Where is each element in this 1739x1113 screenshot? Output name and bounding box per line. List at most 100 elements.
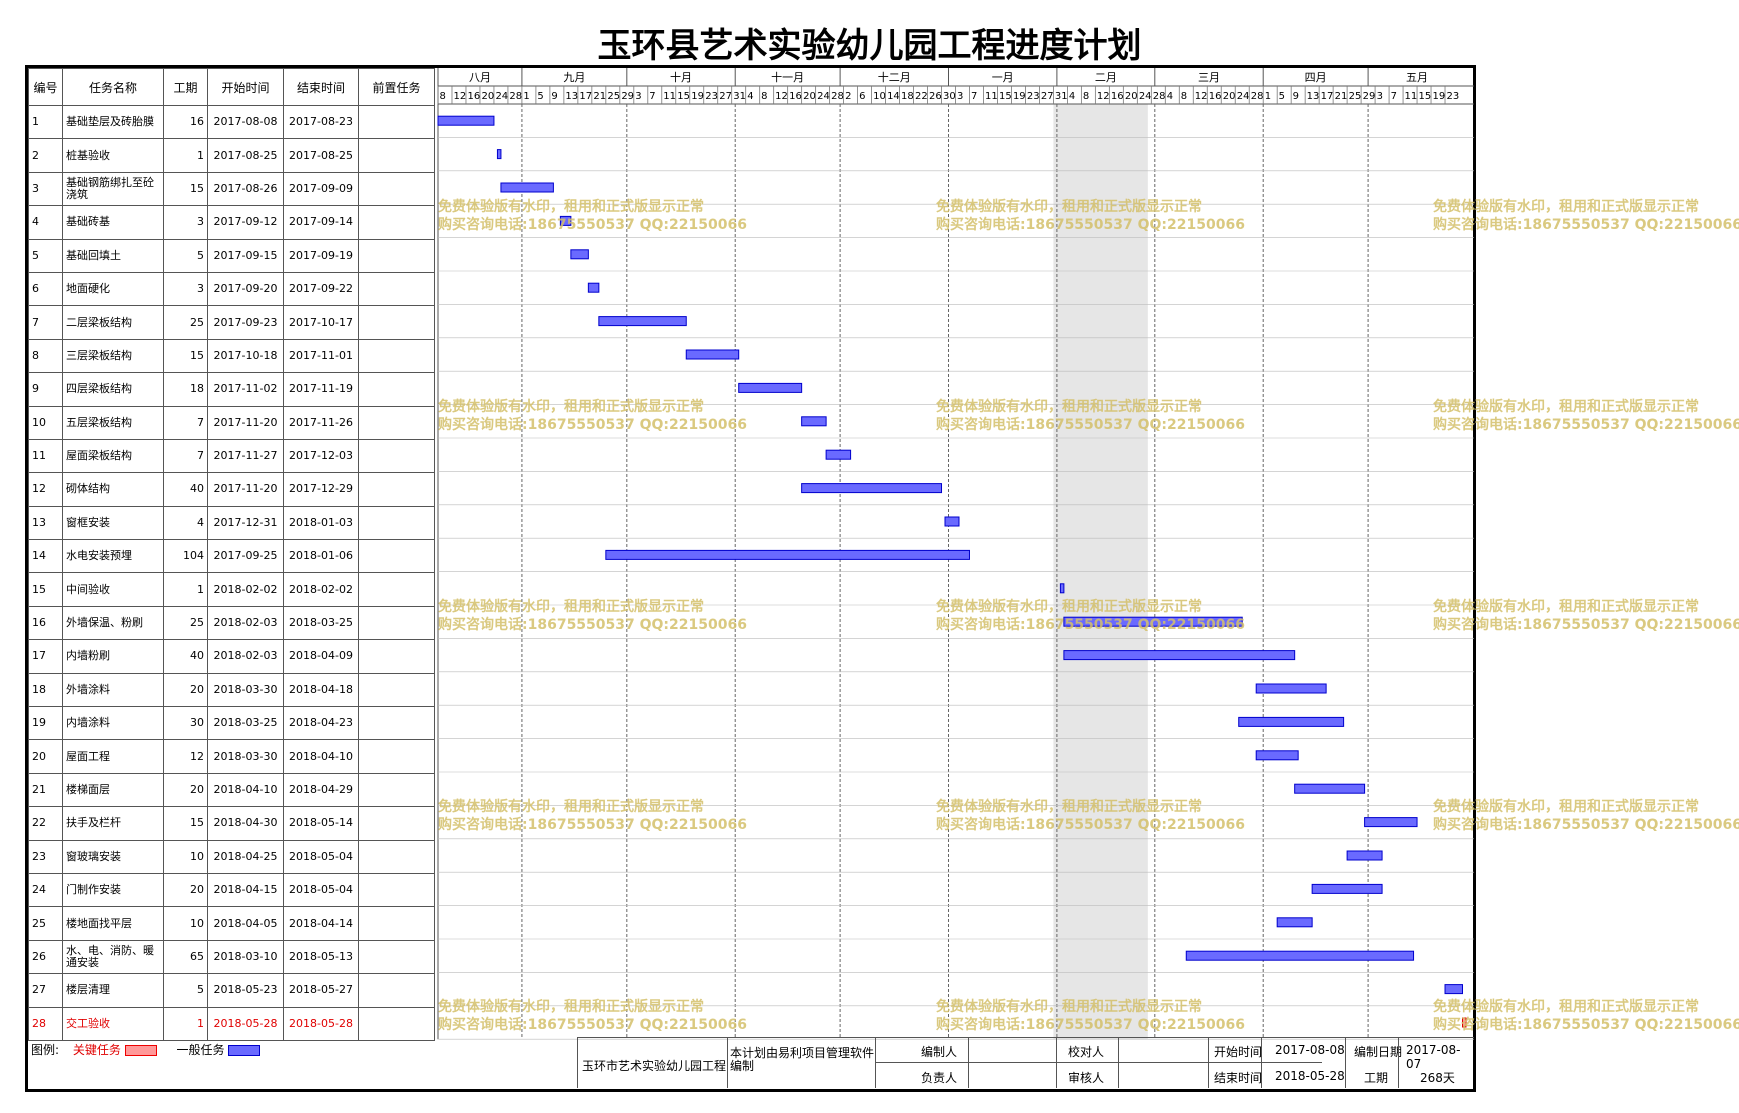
day-tick-label: 15 — [677, 91, 690, 102]
day-tick-label: 8 — [761, 91, 767, 102]
day-tick-label: 3 — [957, 91, 963, 102]
task-dur-cell: 15 — [163, 171, 208, 207]
legend-critical-swatch — [124, 1045, 157, 1056]
task-end-cell: 2017-09-09 — [283, 171, 359, 207]
table-row: 23 窗玻璃安装 10 2018-04-25 2018-05-04 — [28, 839, 435, 874]
day-tick-label: 30 — [943, 91, 956, 102]
gantt-bar — [825, 449, 852, 460]
task-id-cell: 11 — [28, 438, 63, 474]
task-id-cell: 3 — [28, 171, 63, 207]
gantt-bar — [496, 149, 502, 160]
day-tick-label: 16 — [1111, 91, 1124, 102]
footer-editor-label: 编制人 — [921, 1045, 958, 1059]
day-tick-label: 23 — [705, 91, 718, 102]
footer-note-cell: 本计划由易利项目管理软件编制 — [727, 1037, 875, 1088]
col-header-duration: 工期 — [163, 68, 208, 106]
task-dur-cell: 30 — [163, 706, 208, 741]
task-dur-cell: 10 — [163, 906, 208, 941]
footer-end-label: 结束时间 — [1214, 1071, 1263, 1085]
day-tick-label: 29 — [621, 91, 634, 102]
month-label: 九月 — [563, 71, 585, 84]
footer-dur-label: 工期 — [1364, 1071, 1389, 1085]
task-id-cell: 6 — [28, 271, 63, 307]
task-start-cell: 2018-05-28 — [207, 1006, 284, 1041]
day-tick-label: 11 — [1405, 91, 1418, 102]
day-tick-label: 24 — [1237, 91, 1250, 102]
day-tick-label: 20 — [803, 91, 816, 102]
gantt-bar — [1311, 883, 1383, 894]
day-tick-label: 16 — [1209, 91, 1222, 102]
task-dur-cell: 65 — [163, 939, 208, 975]
day-tick-label: 19 — [1433, 91, 1446, 102]
task-pred-cell — [358, 104, 435, 140]
gantt-bar — [801, 483, 943, 494]
task-id-cell: 15 — [28, 572, 63, 607]
day-tick-label: 21 — [593, 91, 606, 102]
day-tick-label: 1 — [1265, 91, 1271, 102]
month-label: 二月 — [1095, 71, 1117, 84]
day-tick-label: 27 — [1041, 91, 1054, 102]
day-tick-label: 3 — [1377, 91, 1383, 102]
task-dur-cell: 1 — [163, 138, 208, 173]
task-id-cell: 2 — [28, 138, 63, 173]
task-name-cell: 砌体结构 — [62, 472, 164, 507]
task-dur-cell: 1 — [163, 572, 208, 607]
task-start-cell: 2018-03-10 — [207, 939, 284, 975]
task-id-cell: 10 — [28, 405, 63, 440]
day-tick-label: 1 — [523, 91, 529, 102]
day-tick-label: 11 — [663, 91, 676, 102]
task-pred-cell — [358, 872, 435, 908]
day-tick-label: 4 — [1069, 91, 1075, 102]
day-tick-label: 25 — [1349, 91, 1362, 102]
legend-label: 图例: — [31, 1043, 60, 1057]
day-tick-label: 8 — [1083, 91, 1089, 102]
day-tick-label: 17 — [579, 91, 592, 102]
table-row: 4 基础砖基 3 2017-09-12 2017-09-14 — [28, 205, 435, 240]
day-tick-label: 7 — [971, 91, 977, 102]
month-label: 八月 — [469, 71, 491, 84]
day-tick-label: 16 — [789, 91, 802, 102]
day-tick-label: 24 — [1139, 91, 1152, 102]
task-name-cell: 桩基验收 — [62, 138, 164, 173]
gantt-bar — [1238, 716, 1345, 727]
task-end-cell: 2017-09-19 — [283, 238, 359, 273]
task-pred-cell — [358, 706, 435, 741]
day-tick-label: 28 — [509, 91, 522, 102]
table-row: 18 外墙涂料 20 2018-03-30 2018-04-18 — [28, 672, 435, 708]
day-tick-label: 20 — [1125, 91, 1138, 102]
table-row: 8 三层梁板结构 15 2017-10-18 2017-11-01 — [28, 338, 435, 374]
table-row: 7 二层梁板结构 25 2017-09-23 2017-10-17 — [28, 305, 435, 340]
task-name-cell: 五层梁板结构 — [62, 405, 164, 440]
day-tick-label: 15 — [999, 91, 1012, 102]
task-end-cell: 2018-04-10 — [283, 739, 359, 774]
table-row: 3 基础钢筋绑扎至砼浇筑 15 2017-08-26 2017-09-09 — [28, 171, 435, 207]
task-id-cell: 21 — [28, 772, 63, 808]
task-end-cell: 2018-05-04 — [283, 839, 359, 874]
task-end-cell: 2017-11-26 — [283, 405, 359, 440]
table-row: 26 水、电、消防、暖通安装 65 2018-03-10 2018-05-13 — [28, 939, 435, 975]
day-tick-label: 23 — [1027, 91, 1040, 102]
task-name-cell: 楼层清理 — [62, 973, 164, 1008]
gantt-bar — [1462, 1017, 1467, 1028]
month-label: 三月 — [1198, 71, 1220, 84]
day-tick-label: 21 — [1335, 91, 1348, 102]
month-label: 四月 — [1305, 71, 1327, 84]
footer-date-label: 编制日期 — [1354, 1045, 1403, 1059]
day-tick-label: 4 — [747, 91, 753, 102]
day-tick-label: 12 — [1097, 91, 1110, 102]
task-name-cell: 地面硬化 — [62, 271, 164, 307]
day-tick-label: 15 — [1419, 91, 1432, 102]
table-row: 13 窗框安装 4 2017-12-31 2018-01-03 — [28, 505, 435, 541]
month-label: 十二月 — [878, 70, 911, 84]
table-row: 6 地面硬化 3 2017-09-20 2017-09-22 — [28, 271, 435, 307]
task-pred-cell — [358, 1006, 435, 1041]
day-tick-label: 9 — [551, 91, 557, 102]
day-tick-label: 22 — [915, 91, 928, 102]
task-pred-cell — [358, 138, 435, 173]
task-start-cell: 2018-02-02 — [207, 572, 284, 607]
day-tick-label: 19 — [1013, 91, 1026, 102]
gantt-bar — [437, 115, 495, 126]
task-name-cell: 楼梯面层 — [62, 772, 164, 808]
gantt-bar — [1294, 783, 1366, 794]
